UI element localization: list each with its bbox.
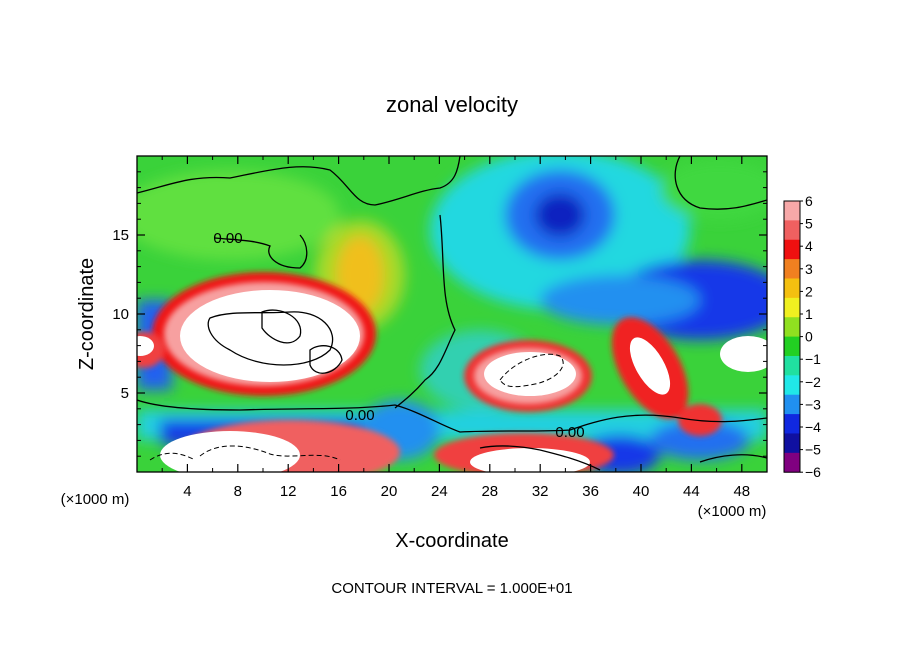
colorbar-label: −2 xyxy=(805,374,821,390)
x-tick-label: 4 xyxy=(183,483,191,500)
x-axis: 4 8 12 16 20 24 28 32 36 40 44 48 xyxy=(161,156,750,500)
contour-interval-note: CONTOUR INTERVAL = 1.000E+01 xyxy=(331,580,572,597)
y-tick-label: 10 xyxy=(112,306,129,323)
colorbar-swatch xyxy=(784,394,800,415)
x-tick-label: 8 xyxy=(234,483,242,500)
x-tick-label: 44 xyxy=(683,483,700,500)
colorbar-swatch xyxy=(784,239,800,260)
contour-labels: 0.00 0.00 0.00 xyxy=(213,230,584,441)
colorbar-label: −1 xyxy=(805,351,821,367)
x-tick-label: 16 xyxy=(330,483,347,500)
colorbar-swatch xyxy=(784,336,800,357)
colorbar-label: −3 xyxy=(805,396,821,412)
colorbar-swatch xyxy=(784,259,800,279)
colorbar-swatch xyxy=(784,452,800,473)
x-tick-label: 28 xyxy=(481,483,498,500)
x-tick-label: 32 xyxy=(532,483,549,500)
colorbar-label: −4 xyxy=(805,419,821,435)
x-unit-left: (×1000 m) xyxy=(61,491,130,508)
colorbar-label: −6 xyxy=(805,464,821,480)
contour-label: 0.00 xyxy=(555,424,584,441)
colorbar-swatch xyxy=(784,355,800,376)
x-axis-title: X-coordinate xyxy=(395,530,508,552)
y-tick-label: 15 xyxy=(112,227,129,244)
colorbar-swatch xyxy=(784,375,800,396)
contour-label: 0.00 xyxy=(345,407,374,424)
contour-label: 0.00 xyxy=(213,230,242,247)
colorbar-label: 1 xyxy=(805,306,813,322)
x-tick-label: 48 xyxy=(733,483,750,500)
colorbar-label: 2 xyxy=(805,283,813,299)
colorbar-swatch xyxy=(784,414,800,434)
colorbar-label: 4 xyxy=(805,238,813,254)
colorbar-label: 5 xyxy=(805,216,813,232)
colorbar-label: 3 xyxy=(805,261,813,277)
colorbar-label: 6 xyxy=(805,193,813,209)
colorbar-swatch xyxy=(784,297,800,318)
x-unit-right: (×1000 m) xyxy=(698,503,767,520)
colorbar-label: −5 xyxy=(805,442,821,458)
x-tick-label: 24 xyxy=(431,483,448,500)
y-tick-label: 5 xyxy=(121,385,129,402)
y-axis-title: Z-coordinate xyxy=(76,258,98,370)
x-tick-label: 20 xyxy=(381,483,398,500)
y-axis: 5 10 15 xyxy=(112,171,767,457)
colorbar-swatch xyxy=(784,278,800,299)
colorbar-swatch xyxy=(784,317,800,337)
x-tick-label: 36 xyxy=(582,483,599,500)
colorbar: 6 5 4 3 2 1 0 −1 −2 −3 −4 −5 −6 xyxy=(783,193,821,480)
x-tick-label: 40 xyxy=(633,483,650,500)
colorbar-swatch xyxy=(784,201,800,221)
x-tick-label: 12 xyxy=(280,483,297,500)
colorbar-label: 0 xyxy=(805,329,813,345)
colorbar-swatch xyxy=(784,220,800,241)
heatmap-field xyxy=(137,156,767,472)
chart-title: zonal velocity xyxy=(386,92,518,117)
colorbar-swatch xyxy=(784,433,800,454)
